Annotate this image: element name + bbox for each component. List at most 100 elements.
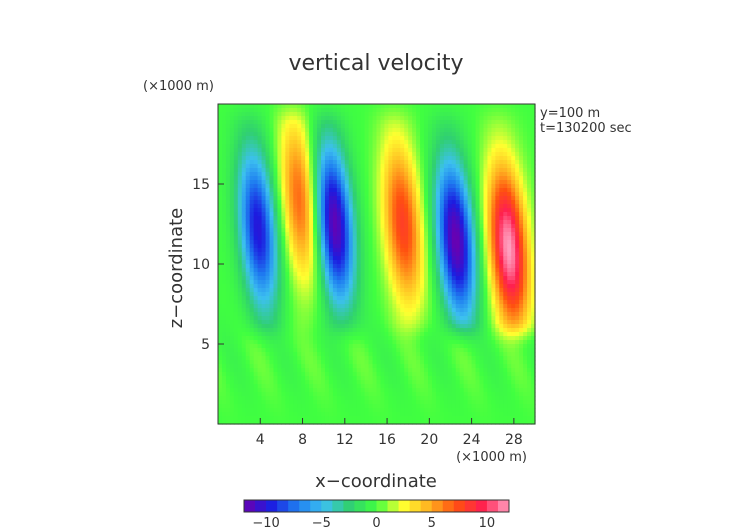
heatmap-cell bbox=[428, 188, 433, 193]
heatmap-cell bbox=[261, 264, 267, 269]
heatmap-cell bbox=[328, 160, 334, 165]
heatmap-cell bbox=[455, 216, 461, 221]
heatmap-cell bbox=[218, 196, 223, 201]
heatmap-cell bbox=[313, 408, 318, 413]
heatmap-cell bbox=[332, 252, 338, 257]
heatmap-cell bbox=[324, 320, 330, 325]
heatmap-cell bbox=[451, 412, 457, 417]
heatmap-cell bbox=[404, 188, 409, 193]
heatmap-cell bbox=[253, 344, 259, 349]
heatmap-cell bbox=[328, 260, 334, 265]
heatmap-cell bbox=[368, 196, 374, 201]
heatmap-cell bbox=[404, 368, 409, 373]
heatmap-cell bbox=[245, 148, 251, 153]
heatmap-cell bbox=[261, 164, 267, 169]
heatmap-cell bbox=[233, 364, 239, 369]
heatmap-cell bbox=[428, 400, 433, 405]
heatmap-cell bbox=[229, 332, 235, 337]
heatmap-cell bbox=[455, 364, 461, 369]
heatmap-cell bbox=[340, 184, 346, 189]
heatmap-cell bbox=[229, 320, 235, 325]
heatmap-cell bbox=[392, 320, 397, 325]
heatmap-cell bbox=[218, 228, 223, 233]
heatmap-cell bbox=[400, 196, 405, 201]
heatmap-cell bbox=[364, 324, 370, 329]
heatmap-cell bbox=[340, 240, 346, 245]
heatmap-cell bbox=[289, 216, 294, 221]
heatmap-cell bbox=[225, 128, 231, 133]
heatmap-cell bbox=[428, 388, 433, 393]
heatmap-cell bbox=[439, 280, 445, 285]
heatmap-cell bbox=[412, 164, 417, 169]
heatmap-cell bbox=[253, 152, 259, 157]
heatmap-cell bbox=[380, 356, 386, 361]
heatmap-cell bbox=[356, 132, 362, 137]
heatmap-cell bbox=[225, 236, 231, 241]
heatmap-cell bbox=[360, 184, 366, 189]
heatmap-cell bbox=[324, 264, 330, 269]
heatmap-cell bbox=[324, 200, 330, 205]
heatmap-cell bbox=[233, 148, 239, 153]
heatmap-cell bbox=[451, 364, 457, 369]
heatmap-cell bbox=[400, 216, 405, 221]
heatmap-cell bbox=[305, 416, 310, 421]
heatmap-cell bbox=[257, 140, 263, 145]
heatmap-cell bbox=[277, 116, 282, 121]
heatmap-cell bbox=[289, 300, 294, 305]
heatmap-cell bbox=[388, 272, 393, 277]
heatmap-cell bbox=[364, 268, 370, 273]
heatmap-cell bbox=[285, 220, 290, 225]
heatmap-cell bbox=[463, 236, 469, 241]
heatmap-cell bbox=[400, 264, 405, 269]
heatmap-cell bbox=[289, 416, 294, 421]
heatmap-cell bbox=[360, 364, 366, 369]
heatmap-cell bbox=[443, 196, 449, 201]
heatmap-cell bbox=[368, 408, 374, 413]
heatmap-cell bbox=[348, 216, 354, 221]
heatmap-cell bbox=[241, 304, 247, 309]
heatmap-cell bbox=[317, 324, 322, 329]
heatmap-cell bbox=[368, 260, 374, 265]
heatmap-cell bbox=[221, 324, 227, 329]
heatmap-cell bbox=[372, 304, 378, 309]
heatmap-cell bbox=[313, 420, 318, 425]
heatmap-cell bbox=[332, 304, 338, 309]
heatmap-cell bbox=[352, 368, 358, 373]
heatmap-cell bbox=[297, 272, 302, 277]
heatmap-cell bbox=[285, 404, 290, 409]
heatmap-cell bbox=[435, 128, 441, 133]
heatmap-cell bbox=[380, 104, 386, 109]
heatmap-cell bbox=[229, 216, 235, 221]
heatmap-cell bbox=[356, 364, 362, 369]
heatmap-cell bbox=[392, 132, 397, 137]
heatmap-cell bbox=[229, 392, 235, 397]
heatmap-cell bbox=[392, 284, 397, 289]
heatmap-cell bbox=[340, 292, 346, 297]
heatmap-cell bbox=[277, 420, 282, 425]
heatmap-cell bbox=[277, 356, 282, 361]
heatmap-cell bbox=[301, 236, 306, 241]
heatmap-cell bbox=[241, 404, 247, 409]
heatmap-cell bbox=[404, 372, 409, 377]
heatmap-cell bbox=[305, 232, 310, 237]
heatmap-cell bbox=[443, 328, 449, 333]
heatmap-cell bbox=[245, 208, 251, 213]
heatmap-cell bbox=[233, 260, 239, 265]
heatmap-cell bbox=[241, 152, 247, 157]
heatmap-cell bbox=[293, 132, 298, 137]
heatmap-cell bbox=[360, 128, 366, 133]
heatmap-cell bbox=[455, 232, 461, 237]
heatmap-cell bbox=[336, 340, 342, 345]
heatmap-cell bbox=[289, 320, 294, 325]
heatmap-cell bbox=[344, 304, 350, 309]
heatmap-cell bbox=[431, 140, 437, 145]
heatmap-cell bbox=[388, 308, 393, 313]
heatmap-cell bbox=[447, 244, 453, 249]
heatmap-cell bbox=[229, 272, 235, 277]
heatmap-cell bbox=[384, 396, 389, 401]
heatmap-cell bbox=[455, 296, 461, 301]
heatmap-cell bbox=[360, 192, 366, 197]
heatmap-cell bbox=[396, 288, 401, 293]
heatmap-cell bbox=[261, 404, 267, 409]
heatmap-cell bbox=[420, 412, 425, 417]
